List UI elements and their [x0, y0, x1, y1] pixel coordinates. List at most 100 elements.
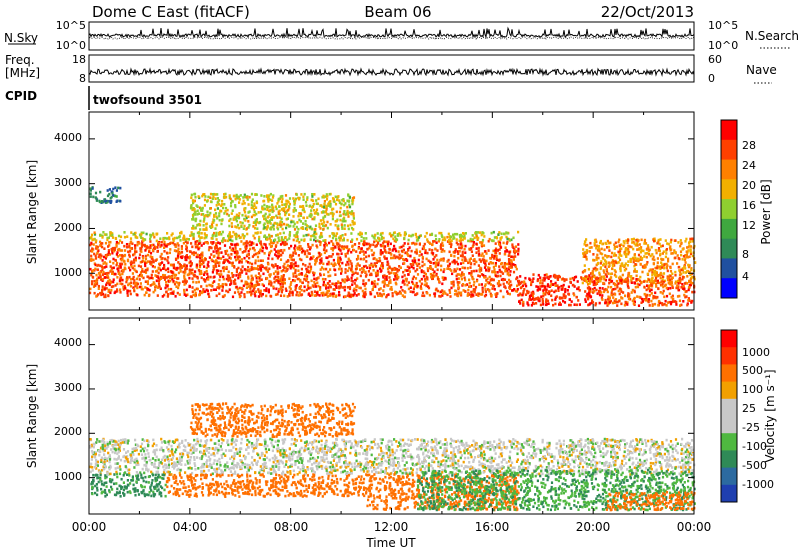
power-cell [348, 259, 351, 262]
power-cell [396, 270, 399, 273]
power-cell [99, 234, 102, 237]
power-cell [130, 240, 133, 244]
power-cell [94, 240, 97, 244]
power-cell [235, 253, 238, 257]
power-cell [351, 196, 354, 200]
power-cell [500, 270, 503, 274]
power-cell [463, 266, 466, 270]
power-cell [339, 284, 342, 288]
power-cell [595, 256, 598, 259]
power-cell [687, 265, 690, 269]
power-cell [394, 247, 397, 251]
power-cell [484, 262, 487, 265]
power-cell [331, 217, 334, 221]
power-cell [645, 263, 648, 266]
power-cell [322, 267, 325, 271]
power-cell [572, 283, 575, 287]
power-cell [277, 198, 280, 202]
power-cell [160, 275, 163, 279]
power-cell [690, 267, 693, 270]
power-cell [368, 264, 371, 267]
power-cell [254, 261, 257, 265]
power-cell [356, 262, 360, 265]
power-cell [531, 294, 534, 297]
power-cell [195, 264, 199, 267]
power-cell [154, 259, 157, 262]
power-cell [324, 210, 327, 214]
power-cell [535, 302, 538, 305]
power-cell [246, 198, 249, 201]
power-cell [457, 286, 461, 289]
power-cell [341, 227, 344, 230]
power-cell [94, 257, 98, 260]
power-cell [285, 217, 288, 221]
power-cell [677, 282, 680, 285]
power-cell [238, 292, 241, 296]
power-cell [462, 273, 465, 276]
power-cell [210, 284, 213, 287]
power-cell [313, 294, 316, 297]
power-cell [243, 293, 246, 296]
power-cell [687, 249, 690, 252]
power-cell [131, 272, 134, 275]
freq-panel-frame [88, 54, 695, 83]
power-cell [520, 298, 523, 302]
power-cell [194, 294, 197, 298]
power-cell [286, 223, 290, 227]
power-cell [473, 281, 476, 284]
power-cell [259, 292, 262, 296]
power-cell [197, 280, 200, 284]
power-cell [459, 237, 463, 240]
power-cell [227, 279, 230, 282]
power-cell [487, 281, 490, 285]
power-cell [638, 279, 642, 283]
power-cell [239, 221, 242, 224]
power-cell [239, 194, 242, 197]
power-cell [587, 291, 590, 295]
power-cell [397, 250, 400, 253]
power-cell [464, 251, 467, 254]
power-cell [668, 247, 672, 250]
power-cell [479, 231, 482, 234]
power-cell [604, 265, 607, 268]
power-cell [329, 212, 332, 215]
power-cell [243, 217, 246, 221]
power-cell [284, 213, 287, 217]
power-cell [339, 256, 342, 260]
power-cell [344, 233, 347, 236]
power-cell [435, 254, 438, 257]
power-cell [556, 275, 559, 278]
power-cell [678, 294, 681, 298]
power-cell [279, 232, 282, 235]
power-cell [322, 291, 325, 295]
power-cell [275, 250, 278, 253]
power-cell [447, 258, 450, 262]
power-cell [185, 246, 188, 249]
power-cell [382, 244, 385, 248]
power-cell [383, 279, 386, 283]
power-cell [491, 270, 494, 274]
power-cell [448, 240, 451, 244]
power-cell [598, 291, 601, 294]
power-cell [373, 280, 376, 283]
power-cell [185, 258, 188, 262]
power-cell [661, 303, 664, 307]
power-cell [200, 213, 203, 216]
power-cell [517, 252, 520, 256]
power-cell [505, 267, 508, 271]
power-cell [306, 268, 309, 272]
power-cell [351, 202, 354, 206]
power-cell [352, 217, 355, 220]
power-cell [601, 287, 604, 290]
power-cell [390, 256, 393, 260]
power-cell [215, 294, 218, 298]
power-cell [632, 277, 635, 280]
power-cell [149, 244, 152, 247]
power-cell [239, 236, 242, 239]
power-cell [194, 291, 197, 295]
power-cell [164, 276, 167, 279]
power-cell [535, 285, 538, 288]
power-cell [165, 284, 168, 287]
power-cell [339, 206, 342, 210]
power-cell [537, 273, 540, 277]
